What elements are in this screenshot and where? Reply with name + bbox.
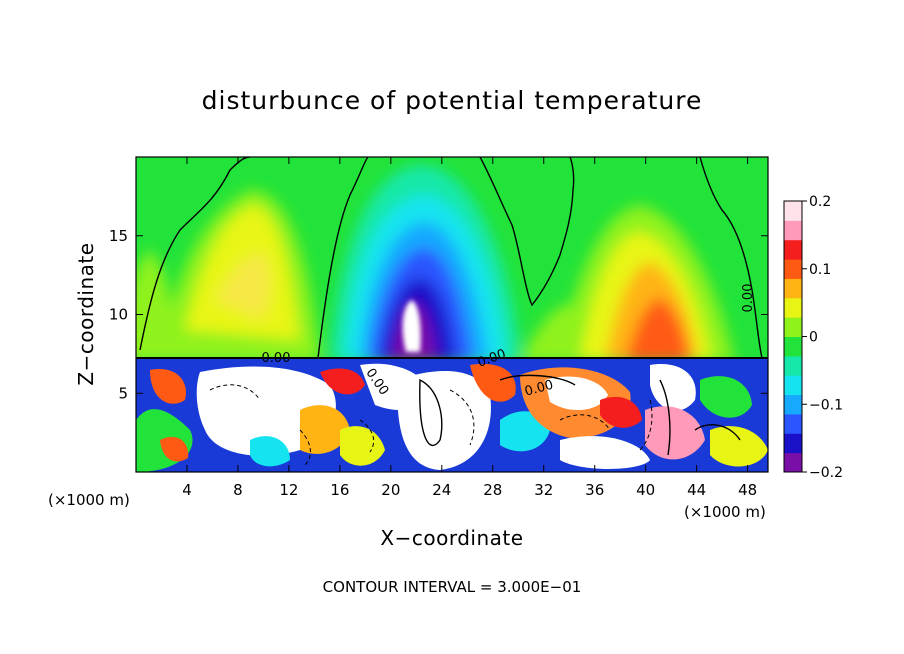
x-tick-label: 28	[483, 481, 502, 499]
dashed-contours	[209, 384, 653, 466]
colorbar-swatch	[784, 201, 802, 221]
y-tick-label: 10	[109, 306, 128, 324]
x-tick-label: 44	[687, 481, 706, 499]
colorbar-swatch	[784, 355, 802, 376]
colorbar-tick-label: 0.2	[809, 194, 831, 210]
colorbar-tick-label: −0.2	[809, 465, 843, 481]
x-tick-label: 8	[233, 481, 243, 499]
x-tick-label: 40	[636, 481, 655, 499]
contour-label: 0.00	[523, 378, 555, 400]
colorbar-tick-label: −0.1	[809, 397, 843, 413]
colorbar-swatch	[784, 336, 802, 357]
x-tick-label: 20	[381, 481, 400, 499]
chart-title: disturbunce of potential temperature	[201, 86, 703, 115]
colorbar-swatch	[784, 278, 802, 299]
x-tick-label: 32	[534, 481, 553, 499]
colorbar-tick-label: 0	[809, 330, 818, 346]
y-axis: 5 10 15	[109, 227, 768, 402]
colorbar-swatch	[784, 317, 802, 337]
contour-label: 0.00	[741, 284, 756, 313]
x-tick-label: 12	[279, 481, 298, 499]
x-tick-label: 48	[738, 481, 757, 499]
x-tick-label: 16	[330, 481, 349, 499]
x-tick-label: 4	[182, 481, 192, 499]
contour-label: 0.00	[262, 351, 291, 366]
x-unit-label-left: (×1000 m)	[48, 491, 130, 509]
x-unit-label-right: (×1000 m)	[684, 503, 766, 521]
colorbar-swatch	[784, 413, 802, 434]
x-tick-label: 24	[432, 481, 451, 499]
colorbar-swatch	[784, 433, 802, 454]
colorbar-swatch	[784, 452, 802, 473]
contour-interval-text: CONTOUR INTERVAL = 3.000E−01	[322, 578, 582, 596]
colorbar-swatch	[784, 297, 802, 318]
colorbar-swatch	[784, 375, 802, 396]
colorbar-swatch	[784, 220, 802, 241]
colorbar-swatch	[784, 394, 802, 415]
y-axis-label: Z−coordinate	[74, 242, 98, 386]
colorbar-tick-label: 0.1	[809, 262, 831, 278]
y-tick-label: 15	[109, 227, 128, 245]
x-tick-label: 36	[585, 481, 604, 499]
x-axis-label: X−coordinate	[380, 526, 524, 550]
y-tick-label: 5	[118, 384, 128, 402]
colorbar: 0.2 0.1 0 −0.1 −0.2	[783, 194, 843, 481]
lower-anomalies	[136, 363, 768, 472]
colorbar-swatch	[784, 259, 802, 279]
colorbar-swatch	[784, 239, 802, 260]
field-layer	[136, 157, 768, 472]
x-axis: 4 8 12 16 20 24 28 32 36 40 44 48	[182, 157, 757, 499]
